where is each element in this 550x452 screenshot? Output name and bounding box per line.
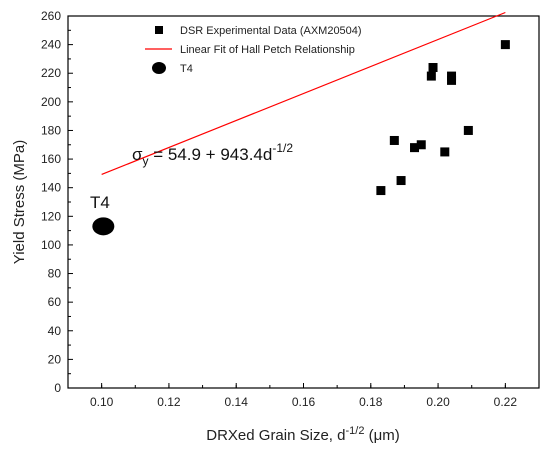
- equation-sigma: σ: [132, 145, 143, 164]
- y-tick-label: 200: [41, 95, 61, 109]
- y-tick-label: 260: [41, 9, 61, 23]
- hall-petch-fit-line: [101, 11, 506, 176]
- x-axis-title: DRXed Grain Size, d-1/2 (μm): [206, 425, 400, 444]
- experimental-data-point: [416, 140, 426, 150]
- x-tick-label: 0.12: [157, 395, 181, 409]
- y-axis-title: Yield Stress (MPa): [11, 140, 28, 264]
- x-axis-ticks: 0.10 0.12 0.14 0.16 0.18 0.20 0.22: [67, 383, 540, 409]
- equation-body: = 54.9 + 943.4d: [149, 145, 273, 164]
- y-tick-label: 20: [48, 352, 62, 366]
- experimental-data-point: [447, 75, 457, 85]
- x-tick-label: 0.14: [225, 395, 249, 409]
- experimental-data-point: [396, 176, 406, 186]
- experimental-data-point: [410, 143, 420, 153]
- experimental-data-point: [428, 63, 438, 73]
- y-tick-label: 240: [41, 38, 61, 52]
- x-tick-label: 0.18: [359, 395, 383, 409]
- y-tick-label: 160: [41, 152, 61, 166]
- legend-label-experimental: DSR Experimental Data (AXM20504): [180, 25, 362, 37]
- equation-superscript: -1/2: [272, 141, 293, 155]
- y-tick-label: 100: [41, 238, 61, 252]
- legend-label-t4: T4: [180, 63, 193, 75]
- experimental-data-point: [500, 40, 510, 50]
- plot-area: [67, 15, 540, 389]
- y-tick-label: 180: [41, 123, 61, 137]
- x-axis-title-unit: (μm): [364, 427, 399, 444]
- data-points-layer: [92, 40, 510, 236]
- equation-annotation: σy = 54.9 + 943.4d-1/2: [132, 141, 293, 168]
- experimental-data-point: [463, 125, 473, 135]
- experimental-data-point: [389, 135, 399, 145]
- fit-line-layer: [101, 11, 506, 176]
- experimental-data-point: [376, 186, 386, 196]
- x-tick-label: 0.10: [90, 395, 114, 409]
- y-tick-label: 40: [48, 324, 62, 338]
- x-tick-label: 0.20: [426, 395, 450, 409]
- equation-subscript: y: [143, 154, 149, 168]
- legend-marker-square: [155, 26, 163, 34]
- y-axis-ticks: 0 20 40 60 80 100 120 140 160 180 200 220 240 260: [41, 9, 73, 395]
- t4-point-label: T4: [90, 193, 110, 212]
- legend-label-fit: Linear Fit of Hall Petch Relationship: [180, 44, 355, 56]
- experimental-data-point: [440, 147, 450, 157]
- legend-marker-circle: [152, 62, 166, 74]
- y-tick-label: 140: [41, 181, 61, 195]
- legend: DSR Experimental Data (AXM20504) Linear …: [145, 25, 362, 75]
- x-axis-title-superscript: -1/2: [345, 425, 364, 437]
- x-tick-label: 0.16: [292, 395, 316, 409]
- y-tick-label: 80: [48, 267, 62, 281]
- y-tick-label: 220: [41, 66, 61, 80]
- experimental-data-point: [426, 71, 436, 81]
- x-axis-title-main: DRXed Grain Size, d: [206, 427, 345, 444]
- x-tick-label: 0.22: [494, 395, 518, 409]
- y-tick-label: 120: [41, 209, 61, 223]
- t4-data-point: [92, 217, 115, 236]
- y-tick-label: 60: [48, 295, 62, 309]
- y-tick-label: 0: [54, 381, 61, 395]
